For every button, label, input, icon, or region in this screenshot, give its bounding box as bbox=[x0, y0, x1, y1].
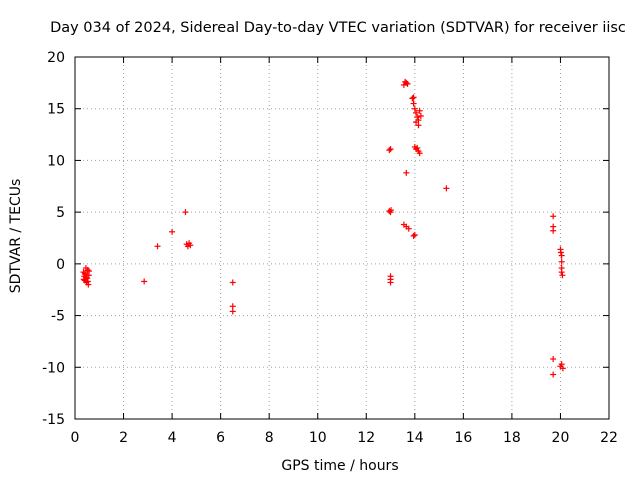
y-tick-label: 10 bbox=[47, 153, 65, 169]
x-tick-label: 2 bbox=[119, 430, 128, 446]
data-point bbox=[404, 80, 411, 87]
x-tick-label: 14 bbox=[406, 430, 424, 446]
data-point bbox=[387, 146, 394, 153]
data-point bbox=[415, 122, 422, 129]
data-point bbox=[229, 303, 236, 310]
data-point bbox=[550, 371, 557, 378]
data-point bbox=[411, 105, 418, 112]
data-point bbox=[187, 242, 194, 249]
data-point bbox=[411, 231, 418, 238]
y-tick-label: 5 bbox=[56, 205, 65, 221]
x-tick-label: 0 bbox=[71, 430, 80, 446]
axis-ticks bbox=[74, 56, 610, 420]
data-point bbox=[182, 209, 189, 216]
y-tick-label: -5 bbox=[51, 309, 65, 325]
data-point bbox=[403, 169, 410, 176]
data-point bbox=[558, 269, 565, 276]
data-point bbox=[558, 258, 565, 265]
x-tick-label: 22 bbox=[600, 430, 618, 446]
x-tick-label: 16 bbox=[454, 430, 472, 446]
grid-lines bbox=[75, 57, 609, 419]
data-point bbox=[558, 361, 565, 368]
x-tick-label: 20 bbox=[552, 430, 570, 446]
y-tick-label: 20 bbox=[47, 50, 65, 66]
x-tick-label: 18 bbox=[503, 430, 521, 446]
data-point bbox=[387, 279, 394, 286]
y-tick-label: 15 bbox=[47, 102, 65, 118]
data-point bbox=[557, 249, 564, 256]
data-point bbox=[414, 113, 421, 120]
data-markers bbox=[80, 78, 566, 378]
x-axis-label: GPS time / hours bbox=[281, 458, 398, 474]
data-point bbox=[154, 243, 161, 250]
data-point bbox=[550, 356, 557, 363]
data-point bbox=[550, 227, 557, 234]
chart-title: Day 034 of 2024, Sidereal Day-to-day VTE… bbox=[50, 20, 626, 36]
x-tick-labels: 0 2 4 6 8 10 12 14 16 18 20 22 bbox=[71, 430, 618, 446]
data-point bbox=[229, 308, 236, 315]
data-point bbox=[416, 107, 423, 114]
data-point bbox=[558, 252, 565, 259]
data-point bbox=[414, 145, 421, 152]
data-point bbox=[86, 268, 93, 275]
data-point bbox=[388, 207, 395, 214]
data-point bbox=[443, 185, 450, 192]
data-point bbox=[169, 228, 176, 235]
data-point bbox=[405, 225, 412, 232]
data-point bbox=[84, 275, 91, 282]
y-tick-label: -10 bbox=[42, 360, 65, 376]
data-point bbox=[410, 100, 417, 107]
x-tick-label: 6 bbox=[216, 430, 225, 446]
data-point bbox=[417, 112, 424, 119]
data-point bbox=[229, 279, 236, 286]
x-tick-label: 8 bbox=[265, 430, 274, 446]
data-point bbox=[413, 119, 420, 126]
data-point bbox=[410, 94, 417, 101]
data-point bbox=[141, 278, 148, 285]
y-tick-label: 0 bbox=[56, 257, 65, 273]
data-point bbox=[409, 95, 416, 102]
y-tick-labels: -15 -10 -5 0 5 10 15 20 bbox=[42, 50, 65, 428]
x-tick-label: 4 bbox=[168, 430, 177, 446]
data-point bbox=[81, 270, 88, 277]
y-axis-label: SDTVAR / TECUs bbox=[8, 179, 24, 294]
data-point bbox=[403, 79, 410, 86]
x-tick-label: 12 bbox=[357, 430, 375, 446]
y-tick-label: -15 bbox=[42, 412, 65, 428]
data-point bbox=[416, 150, 423, 157]
data-point bbox=[559, 365, 566, 372]
data-point bbox=[83, 274, 90, 281]
data-point bbox=[386, 147, 393, 154]
data-point bbox=[559, 272, 566, 279]
data-point bbox=[413, 109, 420, 116]
data-point bbox=[550, 213, 557, 220]
x-tick-label: 10 bbox=[309, 430, 327, 446]
data-point bbox=[84, 278, 91, 285]
plot-frame bbox=[74, 56, 610, 420]
data-point bbox=[410, 232, 417, 239]
